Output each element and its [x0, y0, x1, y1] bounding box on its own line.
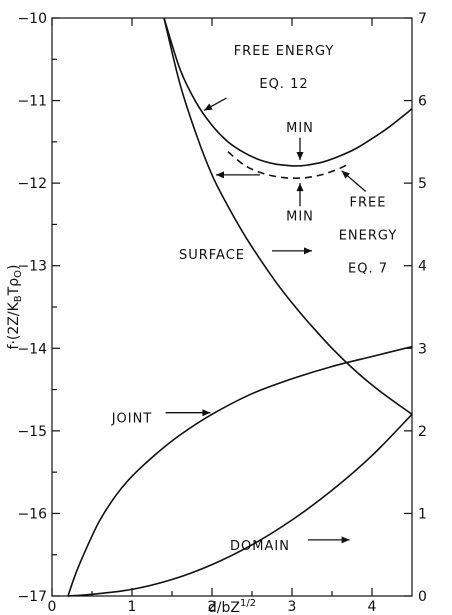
annotation-label: FREE ENERGY — [234, 44, 335, 59]
x-tick-label: 2 — [208, 599, 217, 615]
annotation-label: DOMAIN — [230, 539, 290, 554]
left-tick-label: −12 — [17, 176, 47, 192]
annotation-label: MIN — [286, 209, 314, 224]
x-axis-title: d/bZ1/2 — [208, 598, 256, 615]
series-line-free-energy-eq-12 — [163, 17, 413, 167]
left-axis-ticks: −10 −11 −12 −13 −14 −15 −16 −17 — [17, 11, 60, 605]
series-layer — [67, 17, 413, 597]
left-tick-label: −13 — [17, 259, 47, 275]
eq7-left-axis-arrow-head — [216, 171, 224, 179]
right-tick-label: 6 — [418, 94, 427, 110]
free-energy-eq12-arrow-head — [204, 103, 213, 111]
min-eq12-arrow-head — [296, 152, 304, 161]
left-tick-label: −14 — [17, 341, 47, 357]
left-tick-label: −17 — [17, 589, 47, 605]
right-tick-label: 4 — [418, 259, 427, 275]
annotation-label: JOINT — [111, 412, 153, 427]
annotation-label: MIN — [286, 121, 314, 136]
annotation-layer: FREE ENERGY EQ. 12 MIN MIN FREE ENERGY EQ. 7 SU… — [111, 44, 398, 554]
left-tick-label: −10 — [17, 11, 47, 27]
series-line-surface — [163, 17, 413, 415]
x-tick-label: 3 — [288, 599, 297, 615]
right-tick-label: 1 — [418, 506, 427, 522]
x-axis-ticks: 0 1 2 3 4 — [48, 18, 377, 615]
right-tick-label: 2 — [418, 424, 427, 440]
annotation-label: EQ. 12 — [259, 77, 308, 92]
right-tick-label: 7 — [418, 11, 427, 27]
annotation-label: FREE — [350, 195, 387, 210]
left-tick-label: −11 — [17, 94, 47, 110]
annotation-label: EQ. 7 — [348, 261, 388, 276]
series-line-domain — [67, 413, 413, 597]
right-tick-label: 0 — [418, 589, 427, 605]
x-tick-label: 4 — [368, 599, 377, 615]
left-tick-label: −15 — [17, 424, 47, 440]
arrow-layer — [165, 97, 367, 544]
annotation-label: SURFACE — [179, 248, 245, 263]
x-tick-label: 1 — [128, 599, 137, 615]
free-energy-eq7-arrow-head — [341, 170, 350, 179]
series-line-free-energy-eq-7 — [227, 151, 349, 180]
x-axis-title-exponent: 1/2 — [240, 598, 256, 609]
joint-arrow-head — [202, 409, 211, 417]
min-eq7-arrow-head — [296, 183, 304, 192]
series-line-joint — [67, 345, 413, 597]
domain-arrow-head — [341, 536, 350, 544]
right-tick-label: 3 — [418, 341, 427, 357]
annotation-label: ENERGY — [339, 228, 398, 243]
right-tick-label: 5 — [418, 176, 427, 192]
x-tick-label: 0 — [48, 599, 57, 615]
surface-arrow-head — [304, 247, 312, 255]
right-axis-ticks: 7 6 5 4 3 2 1 0 — [404, 11, 427, 605]
left-axis-title: f·(2Z/KBTρO) — [6, 265, 24, 350]
left-tick-label: −16 — [17, 506, 47, 522]
